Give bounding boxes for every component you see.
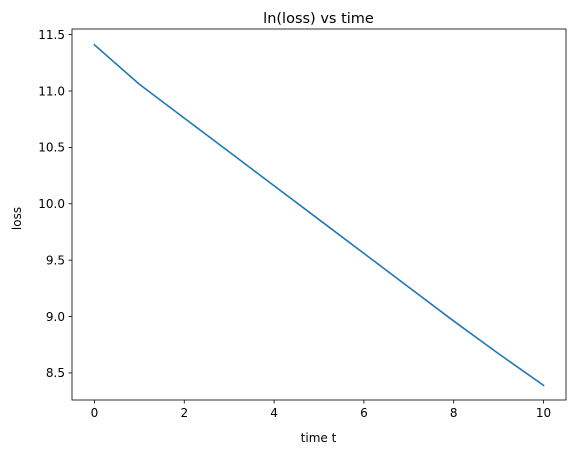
- plot-frame: [71, 28, 567, 401]
- chart-title: ln(loss) vs time: [263, 11, 374, 27]
- x-tick-label: 8: [450, 406, 458, 420]
- y-axis: 8.5 9.0 9.5 10.0 10.5 11.0 11.5: [38, 28, 72, 380]
- x-axis: 0 2 4 6 8 10: [91, 400, 551, 420]
- y-tick-label: 10.5: [38, 141, 65, 155]
- series-line-0: [93, 43, 545, 387]
- y-tick-label: 11.0: [38, 84, 65, 98]
- x-tick-label: 2: [180, 406, 188, 420]
- y-axis-label: loss: [10, 207, 24, 230]
- x-tick-label: 4: [270, 406, 278, 420]
- plot-area: 0 2 4 6 8 10 8.5 9.0 9.5 10.0 10.5 11.0 11.5: [38, 28, 567, 420]
- x-tick-label: 10: [536, 406, 551, 420]
- y-tick-label: 11.5: [38, 28, 65, 42]
- y-tick-label: 10.0: [38, 197, 65, 211]
- y-tick-label: 9.5: [46, 253, 65, 267]
- y-tick-label: 8.5: [46, 366, 65, 380]
- y-tick-label: 9.0: [46, 310, 65, 324]
- series-layer: [93, 43, 545, 387]
- x-tick-label: 0: [91, 406, 99, 420]
- x-tick-label: 6: [360, 406, 368, 420]
- x-axis-label: time t: [301, 431, 337, 445]
